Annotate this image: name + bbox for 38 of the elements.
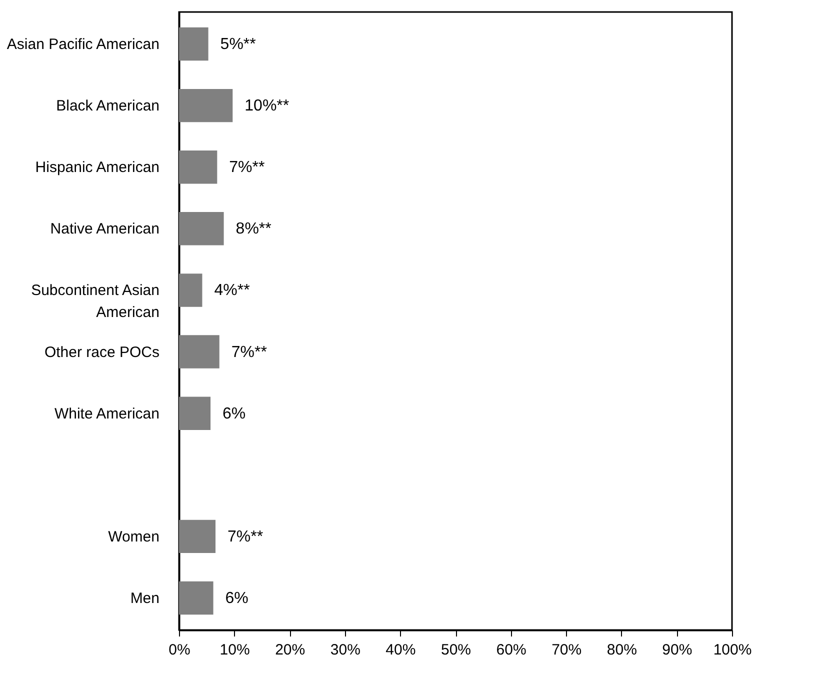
y-tick-label: White American xyxy=(54,405,160,422)
bar xyxy=(179,396,211,430)
y-tick-label: Asian Pacific American xyxy=(6,36,160,54)
y-tick-label: Native American xyxy=(50,220,160,238)
x-tick-label: 90% xyxy=(662,642,692,658)
y-tick-label: Men xyxy=(130,590,160,607)
data-label: 8%** xyxy=(236,220,272,238)
x-tick-label: 40% xyxy=(386,642,416,658)
bar xyxy=(179,274,202,307)
bar xyxy=(179,212,224,246)
data-label: 7%** xyxy=(229,159,265,176)
x-tick-label: 70% xyxy=(552,642,582,658)
data-label: 7%** xyxy=(231,344,267,361)
y-tick-label: Black American xyxy=(56,98,160,115)
y-tick-label: Subcontinent Asian American xyxy=(31,282,160,322)
x-tick-label: 0% xyxy=(168,642,190,658)
data-label: 10%** xyxy=(244,98,290,115)
data-label: 6% xyxy=(225,590,248,607)
x-tick-label: 20% xyxy=(275,642,306,658)
y-tick-label: Hispanic American xyxy=(35,159,160,176)
x-tick-label: 50% xyxy=(440,642,472,658)
y-tick-label: Other race POCs xyxy=(44,344,160,361)
x-tick-label: 30% xyxy=(330,642,360,658)
x-tick-label: 60% xyxy=(496,642,526,658)
x-tick-label: 100% xyxy=(713,642,752,658)
bar xyxy=(179,520,216,554)
bar xyxy=(179,150,218,184)
data-label: 7%** xyxy=(228,528,264,546)
bar xyxy=(179,581,214,615)
bar xyxy=(179,27,208,61)
data-label: 4%** xyxy=(214,282,250,300)
x-tick-label: 10% xyxy=(220,642,250,658)
x-tick-label: 80% xyxy=(606,642,637,658)
data-label: 6% xyxy=(222,405,246,422)
bar xyxy=(179,88,233,122)
bar xyxy=(179,335,220,368)
data-label: 5%** xyxy=(220,36,256,54)
y-tick-label: Women xyxy=(108,528,160,546)
